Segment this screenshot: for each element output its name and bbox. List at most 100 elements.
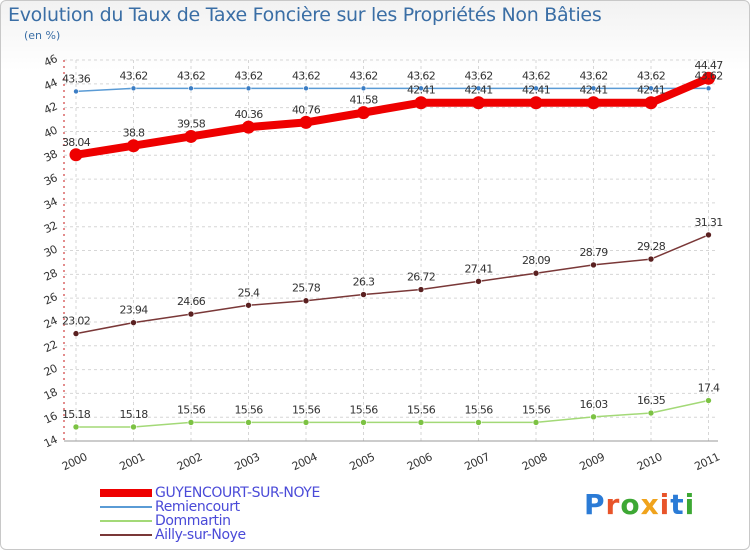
data-point-guyencourt-sur-noye: [702, 71, 715, 85]
data-point-ailly-sur-noye: [245, 301, 252, 309]
x-tick-label: 2010: [635, 450, 665, 473]
data-point-remiencourt: [533, 85, 539, 92]
x-tick-label: 2002: [175, 450, 204, 473]
legend-label: Dommartin: [155, 513, 231, 529]
data-label-remiencourt: 43.62: [120, 69, 148, 82]
x-tick-label: 2001: [117, 450, 146, 473]
data-point-dommartin: [130, 423, 137, 431]
data-point-dommartin: [245, 419, 252, 426]
data-label-dommartin: 15.56: [235, 403, 264, 416]
data-label-ailly-sur-noye: 28.79: [580, 246, 609, 259]
data-point-guyencourt-sur-noye: [587, 96, 600, 110]
data-label-remiencourt: 43.36: [62, 72, 91, 85]
data-point-ailly-sur-noye: [475, 278, 482, 285]
y-tick-label: 38: [42, 147, 60, 164]
data-point-remiencourt: [648, 85, 654, 92]
data-point-remiencourt: [360, 85, 367, 92]
x-tick-label: 2011: [692, 450, 721, 473]
data-label-remiencourt: 43.62: [177, 69, 205, 82]
data-label-ailly-sur-noye: 25.4: [238, 286, 260, 299]
data-label-remiencourt: 43.62: [465, 69, 493, 82]
data-point-guyencourt-sur-noye: [69, 148, 83, 162]
y-tick-label: 26: [42, 290, 60, 307]
data-point-guyencourt-sur-noye: [529, 96, 543, 110]
data-point-dommartin: [360, 419, 367, 426]
x-tick-label: 2000: [60, 450, 90, 473]
data-point-guyencourt-sur-noye: [357, 106, 370, 120]
data-point-remiencourt: [245, 85, 252, 92]
data-point-remiencourt: [475, 85, 482, 92]
data-point-ailly-sur-noye: [417, 286, 425, 293]
x-tick-label: 2004: [290, 450, 320, 473]
logo-letter: r: [605, 488, 621, 521]
series-line-guyencourt-sur-noye: [72, 74, 713, 159]
series-line-dommartin: [75, 399, 710, 428]
data-label-remiencourt: 43.62: [637, 69, 665, 82]
data-label-dommartin: 17.4: [698, 382, 720, 395]
logo-letter: o: [620, 488, 641, 521]
data-label-dommartin: 15.18: [120, 408, 149, 421]
series-line-ailly-sur-noye: [75, 234, 710, 335]
data-label-remiencourt: 43.62: [350, 69, 378, 82]
data-label-dommartin: 16.35: [637, 394, 666, 407]
data-point-dommartin: [72, 423, 80, 431]
legend-swatch: [100, 506, 152, 508]
data-label-guyencourt-sur-noye: 41.58: [350, 94, 379, 107]
y-tick-label: 24: [42, 314, 60, 331]
data-point-guyencourt-sur-noye: [184, 129, 198, 143]
data-point-remiencourt: [303, 85, 309, 92]
y-tick-label: 30: [42, 242, 60, 259]
data-point-ailly-sur-noye: [705, 231, 712, 239]
data-point-dommartin: [302, 419, 310, 426]
data-label-guyencourt-sur-noye: 39.58: [177, 117, 206, 130]
data-label-guyencourt-sur-noye: 40.76: [292, 103, 321, 116]
y-tick-label: 46: [42, 52, 60, 69]
data-point-dommartin: [705, 397, 712, 404]
logo-letter: x: [640, 488, 660, 521]
data-point-ailly-sur-noye: [532, 269, 540, 277]
data-point-dommartin: [187, 419, 195, 426]
proxiti-logo: Proxiti: [584, 488, 695, 521]
y-tick-label: 42: [42, 100, 59, 117]
data-point-remiencourt: [188, 85, 194, 92]
data-label-guyencourt-sur-noye: 40.36: [235, 108, 264, 121]
data-point-ailly-sur-noye: [360, 291, 367, 298]
data-label-ailly-sur-noye: 31.31: [695, 216, 723, 229]
x-tick-label: 2003: [232, 450, 262, 473]
data-point-guyencourt-sur-noye: [242, 120, 255, 134]
data-label-dommartin: 15.56: [350, 403, 379, 416]
y-tick-label: 36: [42, 171, 60, 188]
x-tick-label: 2006: [405, 450, 435, 473]
data-label-guyencourt-sur-noye: 42.41: [465, 84, 493, 97]
y-tick-label: 18: [42, 385, 60, 402]
data-label-ailly-sur-noye: 26.72: [407, 271, 435, 284]
data-label-ailly-sur-noye: 29.28: [637, 240, 666, 253]
x-tick-label: 2009: [577, 450, 607, 473]
data-point-remiencourt: [705, 85, 712, 92]
data-label-remiencourt: 43.62: [407, 69, 435, 82]
data-label-ailly-sur-noye: 23.94: [120, 304, 149, 317]
data-point-ailly-sur-noye: [647, 255, 655, 263]
data-point-guyencourt-sur-noye: [299, 115, 313, 129]
legend-label: GUYENCOURT-SUR-NOYE: [155, 485, 320, 501]
legend-label: Remiencourt: [155, 499, 240, 515]
data-point-remiencourt: [73, 88, 79, 95]
y-tick-label: 20: [42, 362, 60, 379]
data-label-ailly-sur-noye: 23.02: [62, 315, 90, 328]
data-point-dommartin: [475, 419, 482, 426]
legend-label: Ailly-sur-Noye: [155, 527, 246, 543]
y-tick-label: 44: [42, 76, 60, 93]
data-label-dommartin: 15.56: [292, 403, 321, 416]
data-label-guyencourt-sur-noye: 38.8: [123, 127, 145, 140]
data-point-remiencourt: [130, 85, 137, 92]
y-tick-label: 40: [42, 123, 60, 140]
legend-swatch: [100, 520, 152, 522]
data-label-dommartin: 15.56: [407, 403, 436, 416]
data-label-remiencourt: 43.62: [522, 69, 550, 82]
logo-letter: t: [670, 488, 685, 521]
x-tick-label: 2008: [520, 450, 550, 473]
data-label-ailly-sur-noye: 28.09: [522, 254, 551, 267]
logo-letter: P: [584, 488, 606, 521]
series-line-remiencourt: [75, 87, 710, 93]
